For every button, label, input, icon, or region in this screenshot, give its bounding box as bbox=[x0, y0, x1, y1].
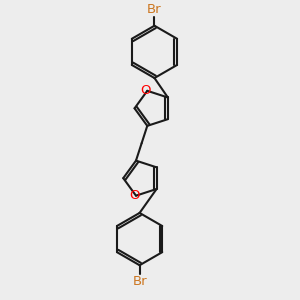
Text: Br: Br bbox=[147, 3, 162, 16]
Text: Br: Br bbox=[132, 275, 147, 288]
Text: O: O bbox=[140, 84, 151, 97]
Text: O: O bbox=[129, 189, 140, 202]
